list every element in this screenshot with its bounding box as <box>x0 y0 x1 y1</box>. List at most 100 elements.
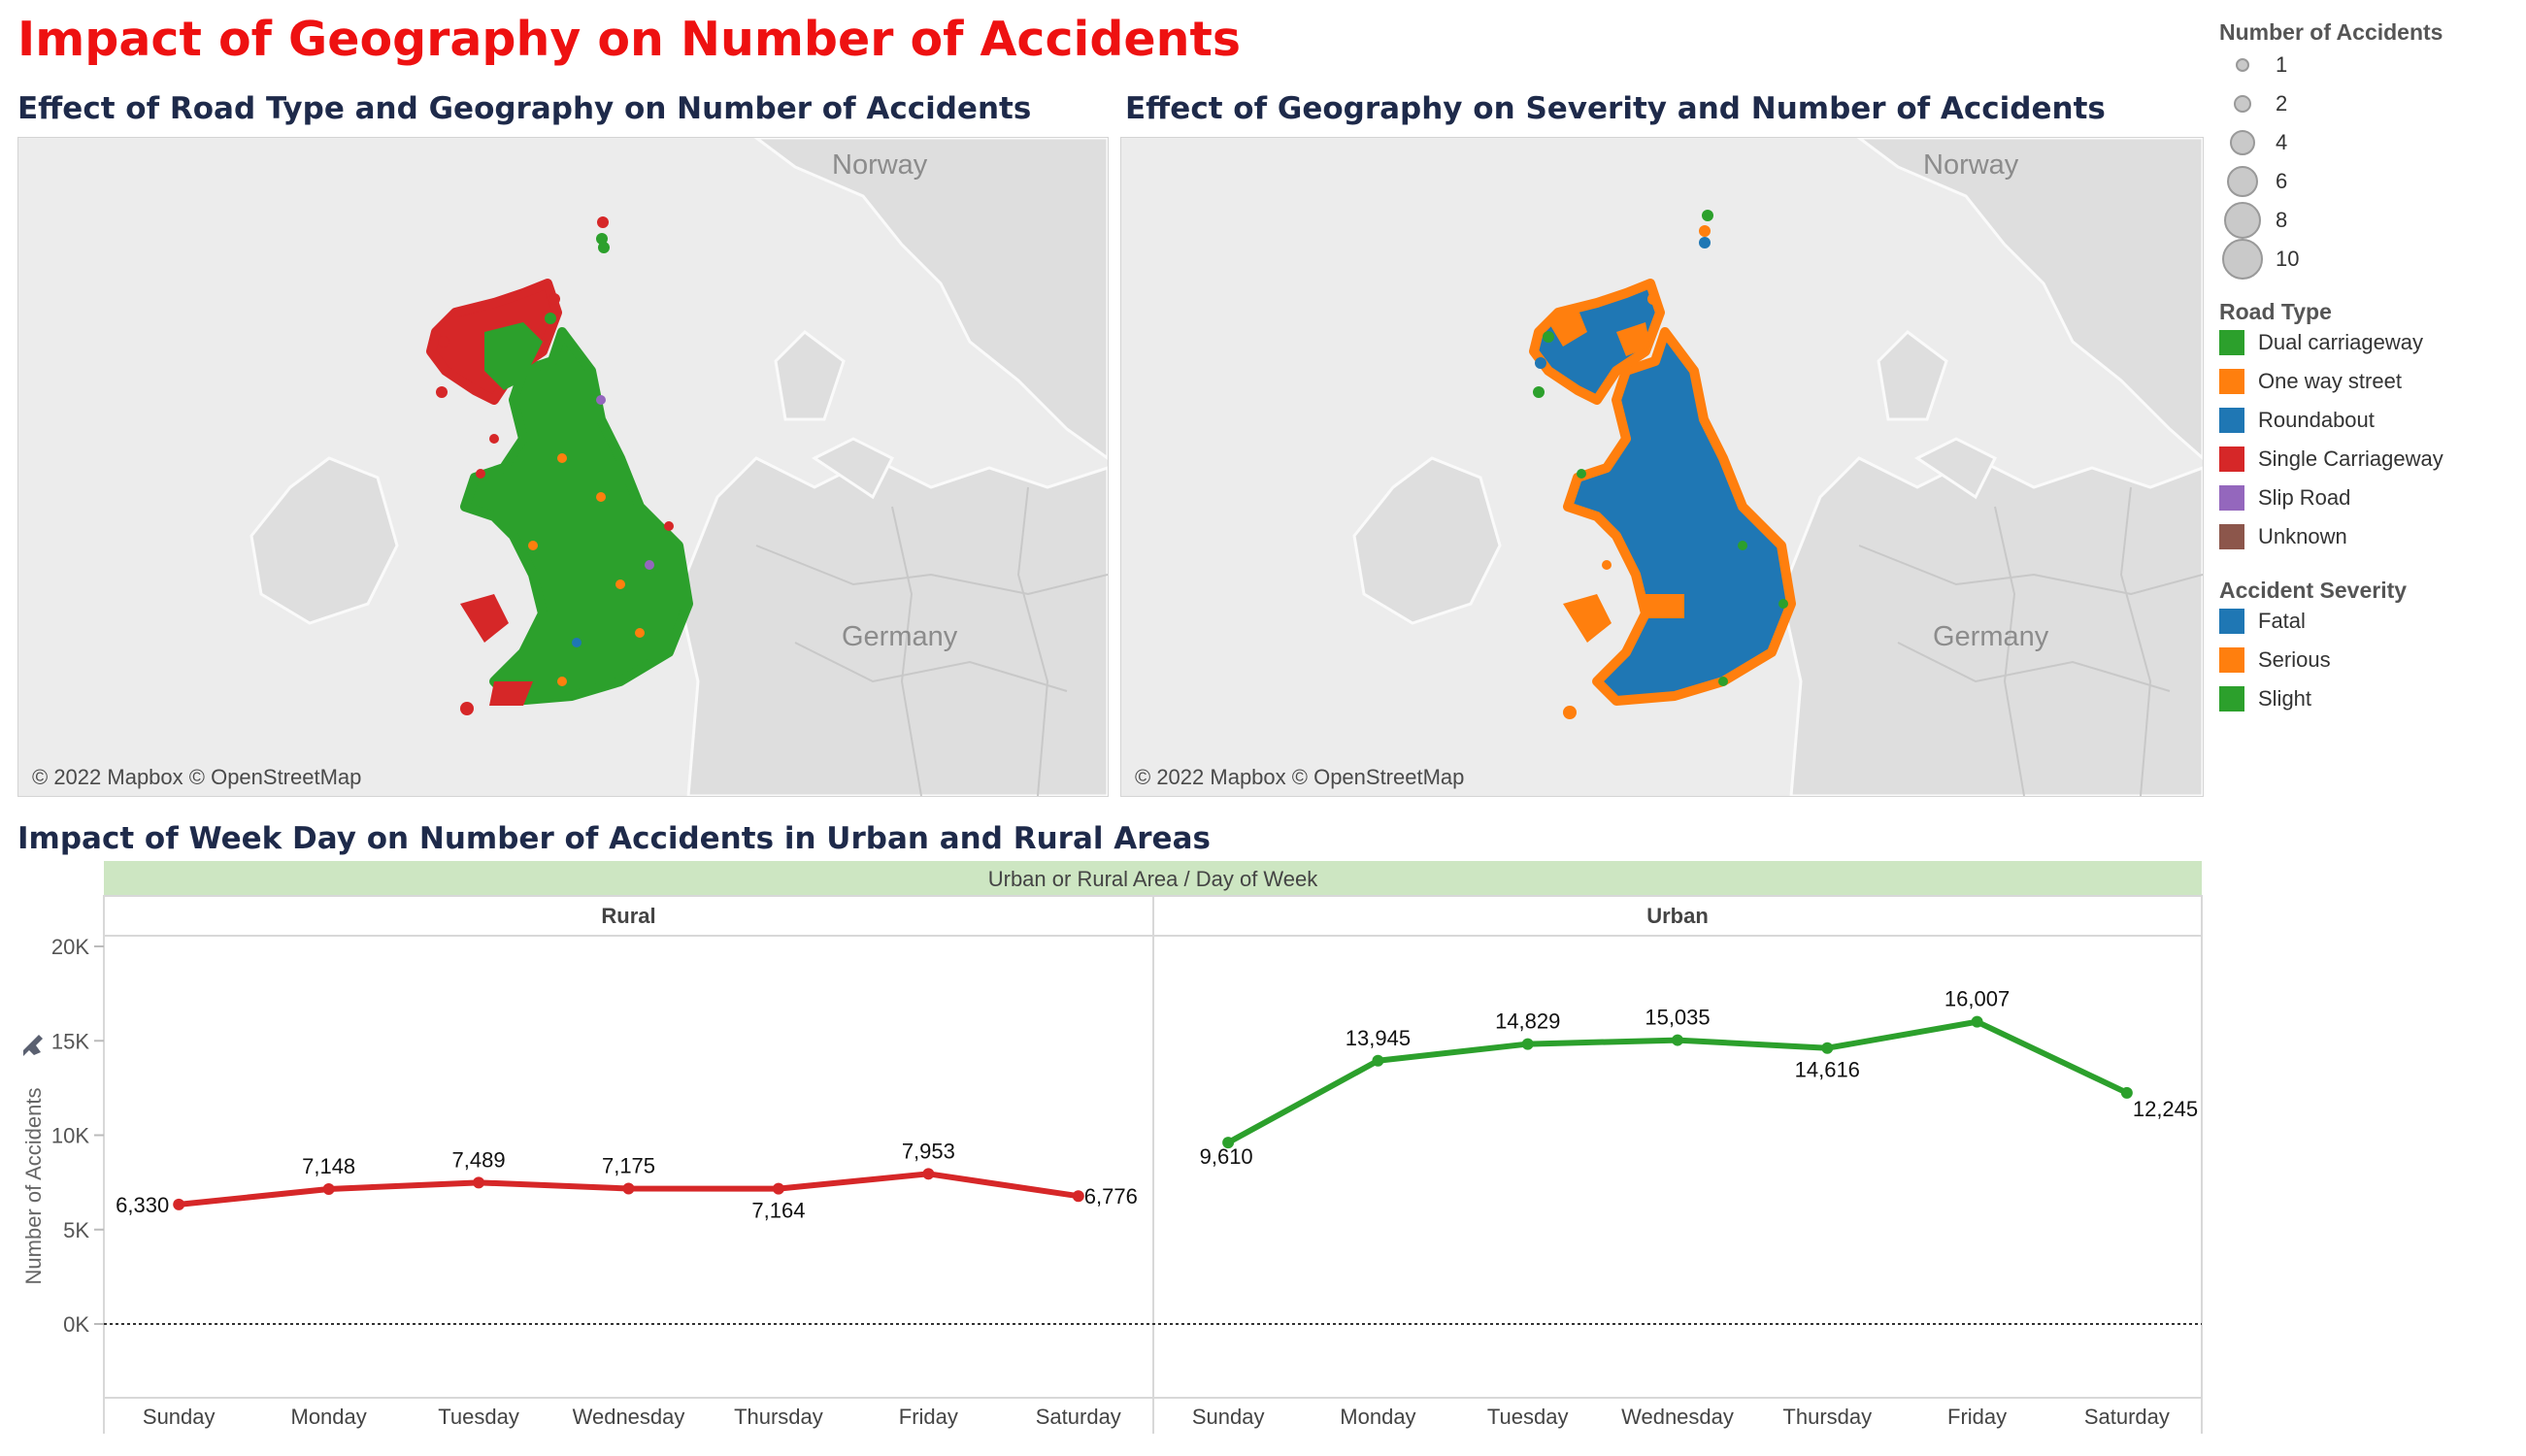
x-tick-label: Friday <box>899 1405 958 1429</box>
x-tick-label: Thursday <box>1782 1405 1872 1429</box>
road-type-legend-title: Road Type <box>2219 299 2332 324</box>
map1-credit[interactable]: © 2022 Mapbox © OpenStreetMap <box>32 765 362 789</box>
x-tick-label: Tuesday <box>1487 1405 1569 1429</box>
severity-map[interactable]: Norway Germany © 2022 Mapbox © OpenStree… <box>1120 137 2204 797</box>
size-circle-icon <box>2234 95 2251 113</box>
data-point <box>1672 1034 1683 1046</box>
color-swatch-icon <box>2219 485 2244 511</box>
size-circle-icon <box>2222 239 2263 280</box>
road-type-legend-label: Unknown <box>2258 524 2347 548</box>
size-legend-title: Number of Accidents <box>2219 19 2443 45</box>
size-circle-icon <box>2227 166 2258 197</box>
facet-header-band <box>104 861 2202 896</box>
severity-legend-title: Accident Severity <box>2219 578 2408 603</box>
x-tick-label: Saturday <box>2084 1405 2170 1429</box>
map2-title: Effect of Geography on Severity and Numb… <box>1125 91 2106 126</box>
size-legend-label: 2 <box>2276 91 2288 116</box>
panel-header-label: Rural <box>601 904 655 928</box>
data-label: 12,245 <box>2133 1097 2198 1121</box>
uk-accident-points <box>426 216 693 715</box>
severity-legend-item[interactable]: Slight <box>2219 685 2510 712</box>
x-tick-label: Wednesday <box>573 1405 685 1429</box>
size-legend-label: 10 <box>2276 247 2300 271</box>
severity-legend-item[interactable]: Serious <box>2219 646 2510 674</box>
map2-credit[interactable]: © 2022 Mapbox © OpenStreetMap <box>1135 765 1465 789</box>
size-legend-item[interactable]: 4 <box>2219 129 2375 156</box>
uk-severity-points <box>1529 210 1796 719</box>
y-tick-label: 15K <box>51 1029 89 1053</box>
data-point <box>772 1182 784 1195</box>
x-tick-label: Friday <box>1947 1405 2007 1429</box>
road-type-legend-item[interactable]: One way street <box>2219 368 2510 395</box>
size-legend-item[interactable]: 1 <box>2219 51 2375 79</box>
data-label: 6,330 <box>116 1193 169 1217</box>
data-point <box>322 1182 335 1195</box>
data-label: 14,829 <box>1495 1009 1560 1034</box>
road-type-legend-item[interactable]: Unknown <box>2219 523 2510 550</box>
road-type-legend-item[interactable]: Roundabout <box>2219 407 2510 434</box>
facet-header-label: Urban or Rural Area / Day of Week <box>988 867 1319 891</box>
data-label: 13,945 <box>1346 1026 1411 1050</box>
size-legend-label: 6 <box>2276 169 2288 193</box>
panel-header-label: Urban <box>1646 904 1709 928</box>
data-label: 16,007 <box>1944 987 2010 1011</box>
color-swatch-icon <box>2219 408 2244 433</box>
line-chart-title: Impact of Week Day on Number of Accident… <box>17 821 1211 856</box>
size-legend-item[interactable]: 6 <box>2219 166 2375 197</box>
road-type-legend-label: Roundabout <box>2258 408 2375 432</box>
size-legend-label: 1 <box>2276 52 2288 77</box>
y-axis-label: Number of Accidents <box>21 1088 46 1285</box>
severity-legend-label: Slight <box>2258 686 2312 711</box>
map1-title: Effect of Road Type and Geography on Num… <box>17 91 1032 126</box>
road-type-legend-item[interactable]: Dual carriageway <box>2219 329 2510 356</box>
border-lines <box>1858 486 2203 796</box>
border-lines <box>755 486 1108 796</box>
road-type-map[interactable]: Norway Germany © 2022 Mapbox © OpenStree… <box>17 137 1109 797</box>
data-label: 7,175 <box>602 1153 655 1177</box>
size-legend-label: 8 <box>2276 208 2288 232</box>
size-circle-icon <box>2236 58 2249 72</box>
road-type-legend-label: One way street <box>2258 369 2402 393</box>
y-tick-label: 0K <box>63 1312 89 1337</box>
data-point <box>622 1182 635 1195</box>
road-type-legend-label: Slip Road <box>2258 485 2351 510</box>
road-type-legend-label: Single Carriageway <box>2258 447 2443 471</box>
size-legend-label: 4 <box>2276 130 2288 154</box>
land-shapes <box>1352 138 2203 796</box>
land-shapes <box>249 138 1108 796</box>
color-swatch-icon <box>2219 524 2244 549</box>
map1-label-norway: Norway <box>832 149 928 181</box>
x-tick-label: Sunday <box>1192 1405 1265 1429</box>
data-point <box>1372 1054 1384 1067</box>
x-tick-label: Saturday <box>1036 1405 1121 1429</box>
size-legend-item[interactable]: 8 <box>2219 202 2375 239</box>
data-point <box>1971 1015 1983 1028</box>
data-label: 15,035 <box>1645 1006 1710 1030</box>
size-legend-item[interactable]: 2 <box>2219 90 2375 117</box>
severity-legend-label: Serious <box>2258 647 2331 672</box>
size-legend-item[interactable]: 10 <box>2219 239 2375 280</box>
road-type-legend-item[interactable]: Slip Road <box>2219 484 2510 512</box>
data-label: 6,776 <box>1084 1184 1138 1208</box>
data-point <box>2120 1086 2133 1099</box>
severity-map-canvas: Norway Germany <box>1352 138 2203 796</box>
color-swatch-icon <box>2219 686 2244 711</box>
data-label: 14,616 <box>1795 1058 1860 1082</box>
data-point <box>473 1176 485 1189</box>
x-tick-label: Sunday <box>143 1405 216 1429</box>
data-label: 7,164 <box>751 1199 805 1223</box>
data-point <box>173 1198 185 1210</box>
road-type-legend-label: Dual carriageway <box>2258 330 2423 354</box>
data-label: 9,610 <box>1200 1144 1253 1169</box>
severity-legend-item[interactable]: Fatal <box>2219 608 2510 635</box>
color-swatch-icon <box>2219 330 2244 355</box>
color-swatch-icon <box>2219 609 2244 634</box>
data-label: 7,953 <box>902 1139 955 1163</box>
road-type-legend-item[interactable]: Single Carriageway <box>2219 446 2510 473</box>
data-point <box>1072 1190 1084 1203</box>
data-point <box>1521 1038 1534 1050</box>
color-swatch-icon <box>2219 369 2244 394</box>
color-swatch-icon <box>2219 647 2244 673</box>
data-point <box>1222 1137 1235 1149</box>
